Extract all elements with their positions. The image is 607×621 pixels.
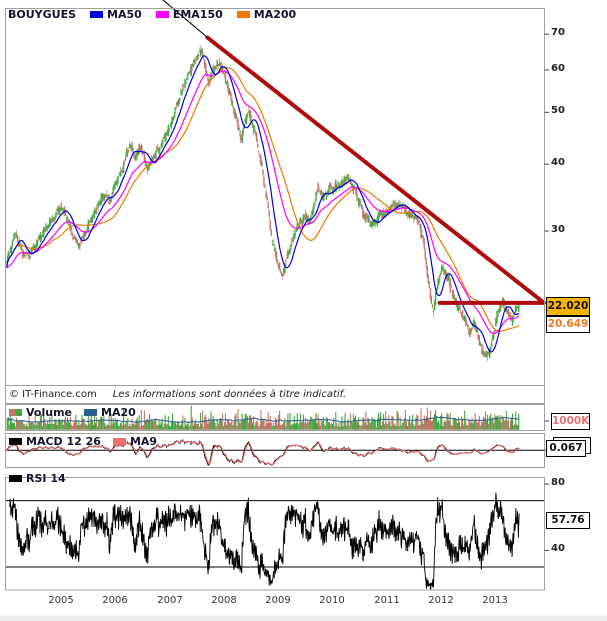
rsi-value-callout: 57.76 bbox=[546, 512, 590, 529]
ma20-swatch-icon bbox=[84, 409, 97, 416]
x-axis-year-label: 2009 bbox=[265, 595, 291, 606]
main-legend-label: MA50 bbox=[107, 8, 142, 21]
main-legend-items: MA50 EMA150 MA200 bbox=[90, 8, 296, 21]
copyright-text: © IT-Finance.com bbox=[9, 389, 97, 400]
main-legend-label: MA200 bbox=[253, 8, 297, 21]
price-axis-label: 40 bbox=[551, 157, 565, 168]
main-legend-label: EMA150 bbox=[172, 8, 223, 21]
price-axis-label: 60 bbox=[551, 63, 565, 74]
macd-legend-item: MACD 12 26 bbox=[9, 435, 101, 448]
x-axis-year-label: 2007 bbox=[157, 595, 183, 606]
x-axis-year-label: 2010 bbox=[319, 595, 345, 606]
price-axis-label: 30 bbox=[551, 224, 565, 235]
macd-legend-item: MA9 bbox=[112, 435, 158, 448]
rsi-14-swatch-icon bbox=[9, 475, 22, 482]
ma200-swatch-icon bbox=[236, 11, 250, 18]
volume-legend-label: Volume bbox=[26, 406, 72, 419]
rsi-axis-label: 40 bbox=[551, 543, 565, 554]
main-legend-item: EMA150 bbox=[155, 8, 223, 21]
volume-legend-label: MA20 bbox=[101, 406, 136, 419]
rsi-legend-label: RSI 14 bbox=[26, 472, 66, 485]
volume-scale-callout: 1000K bbox=[551, 413, 590, 430]
ma9-swatch-icon bbox=[112, 438, 126, 445]
x-axis-year-label: 2008 bbox=[211, 595, 237, 606]
price-axis-label: 70 bbox=[551, 27, 565, 38]
rsi-axis-label: 80 bbox=[551, 477, 565, 488]
macd-legend: MACD 12 26 MA9 bbox=[9, 435, 157, 448]
main-legend-item: MA200 bbox=[236, 8, 297, 21]
x-axis-year-label: 2013 bbox=[482, 595, 508, 606]
copyright-bar: © IT-Finance.com Les informations sont do… bbox=[9, 389, 346, 400]
last-price-callout: 22.020 bbox=[546, 297, 590, 316]
ema150-swatch-icon bbox=[155, 11, 169, 18]
rsi-legend-item: RSI 14 bbox=[9, 472, 66, 485]
disclaimer-text: Les informations sont données à titre in… bbox=[112, 389, 347, 400]
x-axis-year-label: 2005 bbox=[48, 595, 74, 606]
main-legend-item: MA50 bbox=[90, 8, 142, 21]
x-axis-year-label: 2011 bbox=[374, 595, 400, 606]
ma200-value-callout: 20.649 bbox=[546, 316, 590, 333]
instrument-title: BOUYGUES bbox=[8, 8, 77, 21]
volume-legend-item: Volume bbox=[9, 406, 72, 419]
macd-12-26-swatch-icon bbox=[9, 438, 22, 445]
rsi-legend: RSI 14 bbox=[9, 472, 66, 485]
volume-legend-item: MA20 bbox=[84, 406, 136, 419]
macd-legend-label: MA9 bbox=[129, 435, 158, 448]
x-axis-year-label: 2006 bbox=[102, 595, 128, 606]
x-axis-year-label: 2012 bbox=[428, 595, 454, 606]
macd-legend-label: MACD 12 26 bbox=[26, 435, 101, 448]
ma50-swatch-icon bbox=[90, 11, 104, 18]
price-axis-label: 50 bbox=[551, 105, 565, 116]
volume-swatch-icon bbox=[9, 409, 22, 416]
macd-value-callout: 0.067 bbox=[546, 440, 586, 457]
volume-legend: Volume MA20 bbox=[9, 406, 136, 419]
main-legend: BOUYGUES MA50 EMA150 MA200 bbox=[8, 8, 296, 21]
